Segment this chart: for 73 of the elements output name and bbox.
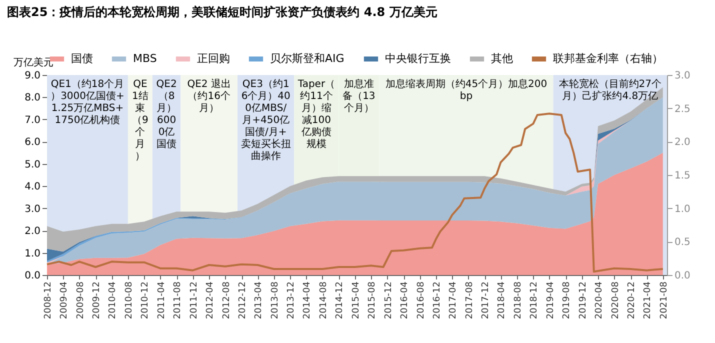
- band-label: QE3（约16个月）400亿MBS/月+450亿国债/月+卖短买长扭曲操作: [240, 78, 291, 162]
- x-tick-label: 2018-08: [513, 281, 524, 320]
- x-tick-label: 2013-12: [286, 282, 297, 320]
- y-tick-label: 4.0: [24, 182, 40, 193]
- y-tick-label: 9.0: [24, 70, 40, 82]
- x-tick-label: 2020-08: [610, 281, 621, 320]
- legend-label: 正回购: [197, 52, 230, 65]
- x-tick-label: 2012-12: [238, 282, 248, 320]
- x-tick-label: 2010-04: [108, 281, 118, 320]
- y-tick-label: 3.0: [24, 204, 40, 215]
- x-tick-label: 2013-04: [254, 281, 264, 320]
- x-tick-label: 2012-04: [206, 281, 216, 320]
- legend-label: MBS: [133, 52, 157, 65]
- x-tick-label: 2018-04: [497, 281, 508, 320]
- x-tick-label: 2012-08: [222, 281, 232, 320]
- x-tick-label: 2019-04: [546, 281, 556, 320]
- x-tick-label: 2011-04: [156, 281, 167, 320]
- x-tick-label: 2008-12: [44, 282, 54, 320]
- y-tick-label: 6.0: [24, 137, 40, 148]
- x-tick-label: 2014-04: [302, 281, 313, 320]
- y2-tick-label: 0.5: [674, 237, 690, 248]
- legend-label: 中央银行互换: [385, 52, 451, 65]
- band-label: QE2（8月）6000亿国债: [156, 79, 177, 150]
- y-tick-label: 2.0: [24, 226, 40, 238]
- x-tick-label: 2017-04: [448, 281, 459, 320]
- y2-tick-label: 0.0: [674, 270, 690, 282]
- x-tick-label: 2009-04: [60, 281, 70, 320]
- x-tick-label: 2021-08: [659, 281, 670, 320]
- y-tick-label: 1.0: [24, 248, 40, 260]
- x-tick-label: 2010-08: [124, 281, 134, 320]
- x-tick-label: 2014-08: [318, 281, 329, 320]
- x-tick-label: 2015-04: [351, 281, 362, 320]
- x-tick-label: 2018-12: [530, 282, 540, 320]
- chart-title: 图表25：疫情后的本轮宽松周期，美联储短时间扩张资产负债表约 4.8 万亿美元: [7, 5, 438, 19]
- x-tick-label: 2009-08: [76, 281, 86, 320]
- y-tick-label: 8.0: [24, 92, 40, 104]
- band-label: Taper（约11个月）缩减100亿购债规模: [296, 79, 336, 150]
- y2-tick-label: 2.5: [674, 104, 690, 115]
- x-tick-label: 2011-08: [173, 281, 184, 320]
- y-tick-label: 5.0: [24, 159, 40, 170]
- x-tick-label: 2009-12: [92, 282, 102, 320]
- band-label: 加息缩表周期（约45个月）加息200bp: [385, 78, 548, 102]
- legend-label: 国债: [71, 52, 93, 65]
- x-tick-label: 2013-08: [270, 281, 280, 320]
- y2-tick-label: 1.0: [674, 204, 690, 215]
- band-label: QE1（约18个月）3000亿国债+1.25万亿MBS+1750亿机构债: [50, 78, 124, 126]
- x-tick-label: 2014-12: [335, 282, 346, 320]
- legend-label: 联邦基金利率（右轴）: [553, 52, 663, 65]
- x-tick-label: 2019-12: [578, 282, 588, 320]
- x-tick-label: 2017-12: [481, 282, 492, 320]
- band-label: 本轮宽松（目前约27个月）己扩张约4.8万亿: [558, 78, 662, 102]
- x-tick-label: 2011-12: [189, 282, 200, 320]
- x-tick-label: 2020-12: [627, 282, 638, 320]
- legend-label: 贝尔斯登和AIG: [270, 52, 344, 65]
- y-tick-label: 0.0: [24, 270, 40, 282]
- x-tick-label: 2016-04: [400, 281, 410, 320]
- x-tick-label: 2021-04: [643, 281, 654, 320]
- x-tick-label: 2020-04: [594, 281, 605, 320]
- x-tick-label: 2019-08: [562, 281, 572, 320]
- y2-tick-label: 3.0: [674, 70, 690, 82]
- x-tick-label: 2015-12: [384, 282, 394, 320]
- legend-label: 其他: [491, 52, 513, 65]
- band-label: QE2 退出（约16个月）: [187, 78, 231, 114]
- x-tick-label: 2017-08: [464, 281, 475, 320]
- band-label: QE1结束（9个月）: [132, 79, 148, 162]
- y2-tick-label: 1.5: [674, 170, 690, 182]
- x-tick-label: 2016-08: [416, 281, 426, 320]
- x-tick-label: 2015-08: [368, 281, 378, 320]
- x-tick-label: 2016-12: [432, 282, 443, 320]
- y-tick-label: 7.0: [24, 114, 40, 126]
- x-tick-label: 2010-12: [140, 282, 151, 320]
- band-label: 加息准备（13个月）: [342, 78, 376, 114]
- y2-tick-label: 2.0: [674, 137, 690, 148]
